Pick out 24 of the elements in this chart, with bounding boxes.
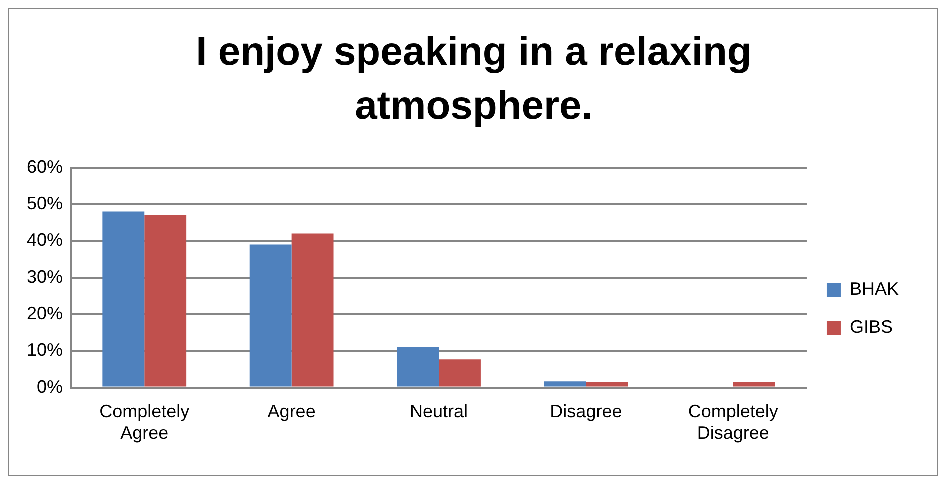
chart-title: I enjoy speaking in a relaxing atmosphere. [195,29,753,130]
y-tick-label: 50% [26,193,64,214]
bar [397,347,440,387]
x-tick-label: Completely Agree [100,402,190,444]
legend-label: BHAK [850,278,900,299]
bar [144,215,187,387]
y-tick-label: 10% [26,340,64,360]
bar [544,382,586,387]
y-tick-label: 30% [26,266,64,287]
bar [250,244,292,387]
x-tick-label: Completely Disagree [688,402,778,444]
x-tick-label: Neutral [410,402,468,422]
bar [439,360,481,387]
y-tick-label: 40% [26,230,64,250]
bar [102,212,145,387]
y-tick-label: 60% [26,156,64,177]
bar [292,234,334,387]
bar [733,382,776,387]
x-tick-label: Agree [268,402,316,422]
y-tick-label: 20% [26,303,64,324]
bar [586,382,628,387]
y-tick-label: 0% [37,376,64,397]
legend-label: GIBS [850,316,893,337]
x-tick-label: Disagree [550,402,622,422]
